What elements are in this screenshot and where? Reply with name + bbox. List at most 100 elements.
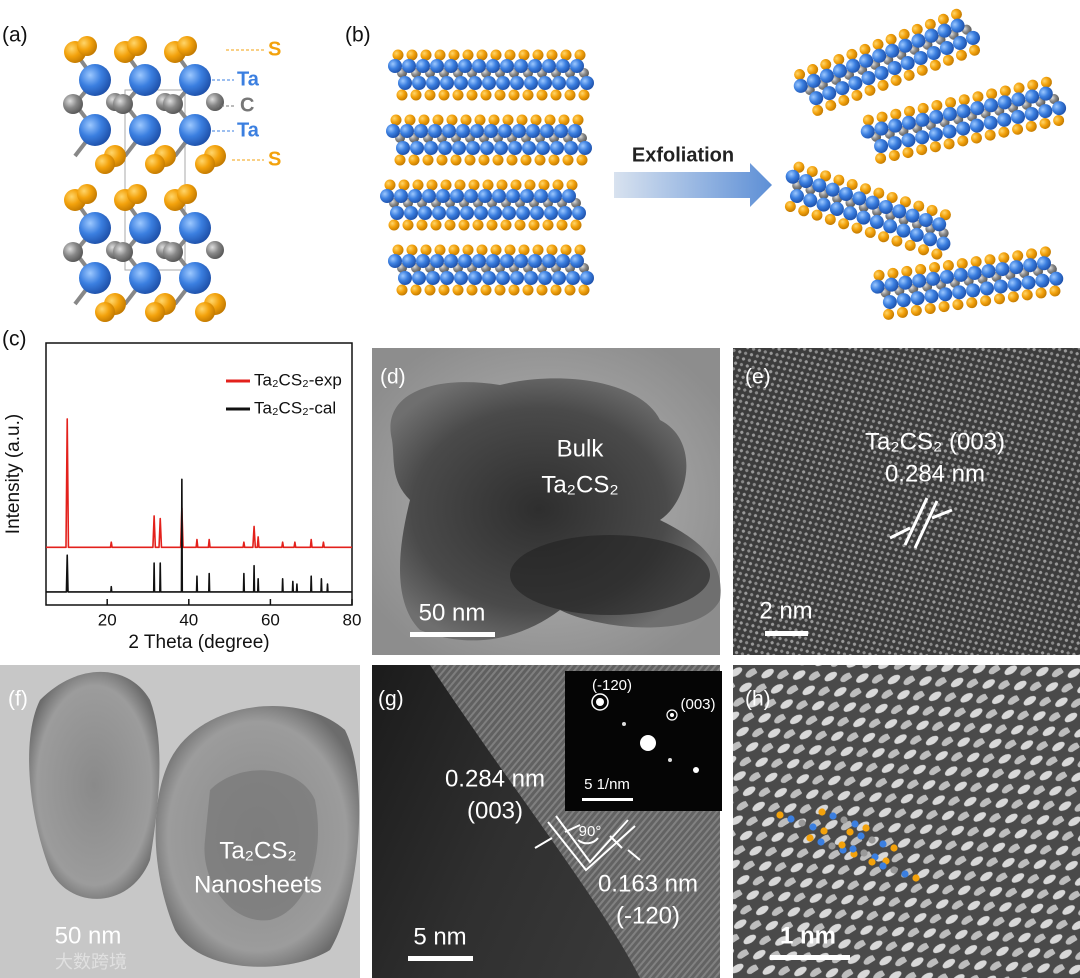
atom: [542, 59, 556, 73]
atom: [890, 844, 898, 852]
atom: [488, 206, 502, 220]
atom: [492, 154, 504, 166]
atom: [939, 269, 954, 284]
angle-label: 90°: [579, 823, 602, 840]
atom: [913, 51, 928, 66]
scale-bar-label: 5 1/nm: [584, 776, 630, 793]
atom: [454, 179, 466, 191]
atom: [504, 244, 516, 256]
atom: [572, 114, 584, 126]
atom: [798, 819, 806, 827]
atom: [410, 89, 422, 101]
atom: [518, 244, 530, 256]
atom: [460, 206, 474, 220]
atom: [428, 124, 442, 138]
atom: [390, 206, 404, 220]
atom: [414, 124, 428, 138]
scale-bar: [770, 955, 850, 960]
atom: [912, 273, 927, 288]
atom: [448, 244, 460, 256]
atom: [835, 81, 850, 96]
atom: [938, 301, 950, 313]
atom: [879, 862, 887, 870]
atom: [438, 89, 450, 101]
atom: [438, 141, 452, 155]
panel-label: (f): [8, 688, 28, 711]
atom: [498, 124, 512, 138]
atom: [942, 54, 954, 66]
atom: [518, 49, 530, 61]
atom: [432, 206, 446, 220]
atom: [883, 308, 895, 320]
atom: [390, 114, 402, 126]
scale-bar: [582, 798, 633, 801]
tem-image: [0, 665, 360, 978]
atom: [902, 147, 914, 159]
atom: [398, 179, 410, 191]
x-tick-label: 40: [179, 610, 198, 629]
scale-bar-label: 50 nm: [55, 922, 122, 949]
atom: [472, 254, 486, 268]
atom: [1038, 86, 1053, 101]
atom: [888, 118, 903, 133]
atom: [950, 8, 962, 20]
atom: [434, 244, 446, 256]
atom: [892, 204, 907, 219]
atom: [983, 115, 998, 130]
atom: [1049, 285, 1061, 297]
atom: [929, 262, 941, 274]
atom: [901, 870, 909, 878]
atom: [860, 849, 868, 857]
atom: [388, 254, 402, 268]
atom: [885, 33, 897, 45]
atom: [811, 209, 823, 221]
atom: [840, 816, 848, 824]
atom: [452, 284, 464, 296]
atom: [462, 49, 474, 61]
atom: [1009, 260, 1024, 275]
atom: [466, 284, 478, 296]
layer: [388, 244, 594, 296]
element-label: S: [268, 38, 281, 60]
atom: [901, 133, 916, 148]
atom: [564, 141, 578, 155]
layer: [784, 161, 951, 260]
atom: [500, 254, 514, 268]
atom: [793, 161, 805, 173]
atom: [874, 121, 889, 136]
atom: [864, 84, 876, 96]
atom: [406, 49, 418, 61]
atom: [145, 302, 165, 322]
atom: [404, 206, 418, 220]
scale-bar: [408, 956, 473, 961]
atom: [888, 149, 900, 161]
atom: [430, 59, 444, 73]
atom: [474, 114, 486, 126]
atom: [554, 124, 568, 138]
atom: [915, 112, 930, 127]
atom: [434, 49, 446, 61]
atom: [538, 76, 552, 90]
atom: [546, 244, 558, 256]
atom: [998, 252, 1010, 264]
atom: [408, 189, 422, 203]
atom: [911, 23, 923, 35]
atom: [179, 64, 211, 96]
annotation: 0.163 nm: [598, 870, 698, 897]
atom: [981, 264, 996, 279]
atom: [869, 214, 884, 229]
atom: [418, 114, 430, 126]
atom: [873, 187, 885, 199]
atom: [129, 64, 161, 96]
atom: [926, 204, 938, 216]
atom: [1040, 76, 1052, 88]
x-axis-label: 2 Theta (degree): [128, 632, 269, 653]
atom: [506, 154, 518, 166]
atom: [420, 49, 432, 61]
atom: [195, 302, 215, 322]
atom: [993, 279, 1008, 294]
atom: [542, 254, 556, 268]
atom: [408, 154, 420, 166]
atom: [454, 271, 468, 285]
